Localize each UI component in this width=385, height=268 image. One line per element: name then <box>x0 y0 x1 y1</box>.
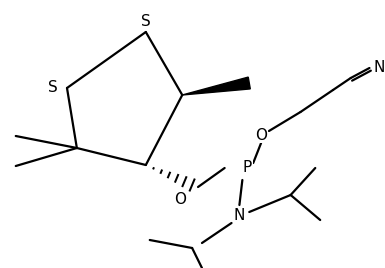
Text: O: O <box>255 128 267 143</box>
Text: S: S <box>49 80 58 95</box>
Text: N: N <box>234 207 245 222</box>
Text: P: P <box>243 161 252 176</box>
Text: O: O <box>174 192 186 207</box>
Polygon shape <box>182 77 250 95</box>
Text: N: N <box>373 61 385 76</box>
Text: S: S <box>141 14 151 29</box>
